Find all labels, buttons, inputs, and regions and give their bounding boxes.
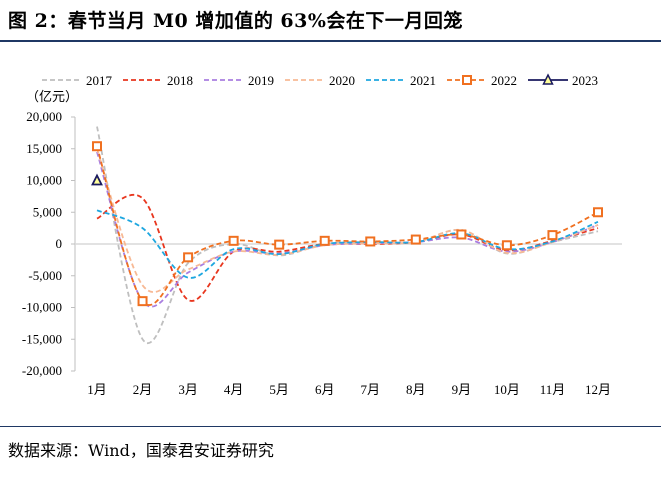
y-tick-label: 20,000: [26, 109, 62, 124]
y-tick-label: 15,000: [26, 141, 62, 156]
y-tick-label: 0: [56, 236, 63, 251]
series-line-2018: [96, 194, 599, 302]
data-point-2022: [410, 234, 421, 245]
series-line-2019: [96, 151, 599, 308]
data-point-2022: [593, 207, 603, 218]
data-point-2022: [547, 230, 558, 241]
series-line-2017: [96, 126, 599, 344]
line-chart: 20,000 15,000 10,000 5,000 0 -5,000 -10,000 -15…: [22, 73, 622, 397]
legend-label: 2021: [410, 73, 436, 88]
y-tick-label: 10,000: [26, 173, 62, 188]
x-tick-label: 12月: [585, 382, 611, 397]
legend-label: 2017: [86, 73, 113, 88]
data-point-2022: [274, 239, 285, 250]
x-tick-label: 3月: [178, 382, 198, 397]
x-tick-label: 8月: [406, 382, 426, 397]
data-point-2022: [365, 236, 376, 247]
title-rule: [0, 40, 661, 42]
series-line-2020: [96, 148, 599, 293]
legend-label: 2020: [329, 73, 355, 88]
y-tick-label: -15,000: [22, 331, 62, 346]
legend-marker-2023: [542, 73, 554, 85]
data-point-2022: [228, 235, 239, 246]
figure-title: 图 2：春节当月 M0 增加值的 63%会在下一月回笼: [8, 10, 463, 32]
x-tick-label: 1月: [87, 382, 107, 397]
y-axis-unit: （亿元）: [26, 89, 78, 104]
data-point-2023: [91, 173, 103, 186]
y-tick-label: -20,000: [22, 363, 62, 378]
y-tick-label: 5,000: [33, 204, 62, 219]
x-tick-label: 11月: [540, 382, 566, 397]
data-point-2022: [137, 296, 148, 307]
data-point-2022: [501, 240, 512, 251]
x-tick-label: 2月: [133, 382, 153, 397]
source-rule: [0, 426, 661, 427]
x-tick-label: 10月: [494, 382, 520, 397]
data-point-2022: [183, 252, 194, 263]
y-tick-label: -10,000: [22, 300, 62, 315]
legend-label: 2019: [248, 73, 274, 88]
x-tick-label: 4月: [224, 382, 244, 397]
data-point-2022: [456, 229, 467, 240]
legend-label: 2022: [491, 73, 517, 88]
source-note: 数据来源：Wind，国泰君安证券研究: [8, 441, 274, 460]
x-tick-label: 9月: [452, 382, 472, 397]
data-point-2022: [92, 141, 102, 152]
series-line-2021: [96, 209, 599, 279]
y-tick-label: -5,000: [28, 268, 62, 283]
x-tick-label: 7月: [361, 382, 381, 397]
legend-label: 2023: [572, 73, 598, 88]
x-tick-label: 6月: [315, 382, 335, 397]
x-tick-label: 5月: [269, 382, 289, 397]
legend-marker-2022: [462, 75, 472, 85]
legend-label: 2018: [167, 73, 193, 88]
data-point-2022: [319, 235, 330, 246]
